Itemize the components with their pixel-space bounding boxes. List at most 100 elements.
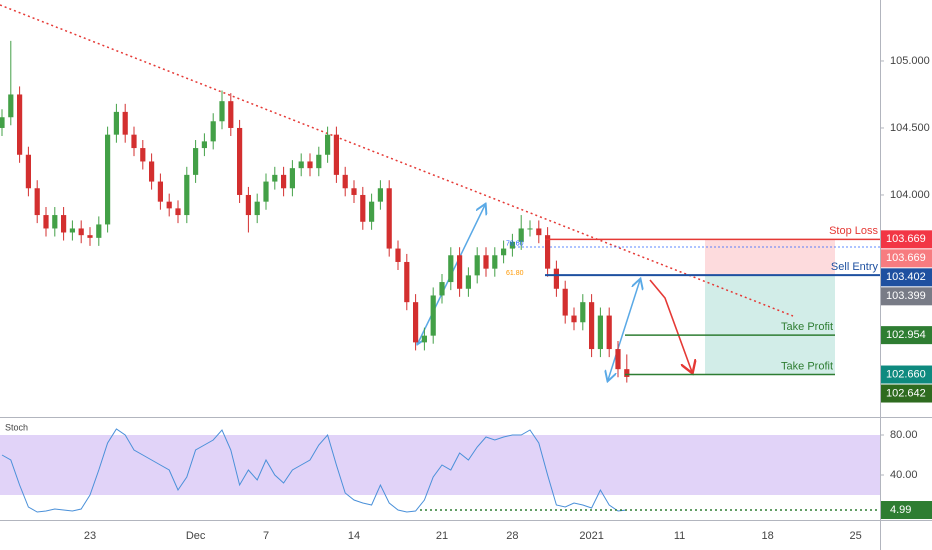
- y-tick-label: 104.000: [890, 189, 930, 201]
- candle-body: [175, 208, 181, 216]
- candle-body: [43, 215, 49, 229]
- candle-body: [219, 101, 225, 122]
- candle-body: [96, 224, 102, 238]
- x-tick-label: 14: [348, 530, 360, 542]
- candle-body: [245, 194, 251, 216]
- candle-body: [254, 201, 260, 216]
- candle-body: [263, 181, 269, 202]
- candle-body: [589, 302, 595, 350]
- candle-body: [281, 174, 287, 189]
- fib-label: 78.60: [506, 241, 524, 248]
- candle-body: [289, 168, 295, 189]
- candle-body: [210, 121, 216, 142]
- projection-arrow: [608, 280, 640, 380]
- price-label: 103.399: [886, 290, 926, 302]
- reward-zone: [705, 275, 835, 375]
- candle-body: [272, 174, 278, 182]
- y-tick-label: 80.00: [890, 429, 918, 441]
- candle-body: [325, 134, 331, 155]
- level-label: Take Profit: [781, 321, 833, 333]
- candle-body: [413, 302, 419, 343]
- candle-body: [545, 235, 551, 269]
- price-label-box: [881, 365, 932, 384]
- candle-body: [87, 235, 93, 238]
- price-label-box: [881, 384, 932, 403]
- x-tick-label: 25: [849, 530, 861, 542]
- candle-body: [333, 134, 339, 175]
- candle-body: [553, 268, 559, 289]
- fib-label: 61.80: [506, 270, 524, 277]
- candle-body: [597, 315, 603, 350]
- candle-body: [69, 228, 75, 233]
- candle-body: [360, 194, 366, 222]
- candle-body: [351, 188, 357, 195]
- candle-body: [237, 127, 243, 195]
- y-tick-label: 105.000: [890, 55, 930, 67]
- candle-body: [509, 241, 515, 249]
- price-label: 102.954: [886, 329, 926, 341]
- candle-body: [17, 94, 23, 155]
- candle-body: [122, 111, 128, 135]
- candle-body: [113, 111, 119, 135]
- candle-body: [395, 248, 401, 262]
- candle-body: [342, 174, 348, 189]
- indicator-title: Stoch: [5, 422, 28, 432]
- x-tick-label: 2021: [579, 530, 603, 542]
- candle-body: [0, 117, 5, 128]
- price-label-box: [881, 249, 932, 268]
- candle-body: [34, 188, 40, 216]
- level-label: Take Profit: [781, 360, 833, 372]
- candle-body: [527, 228, 533, 230]
- candle-body: [474, 255, 480, 276]
- candle-body: [166, 201, 172, 209]
- candle-body: [465, 275, 471, 289]
- x-tick-label: 28: [506, 530, 518, 542]
- candle-body: [52, 215, 58, 229]
- candle-body: [439, 282, 445, 296]
- x-tick-label: 18: [761, 530, 773, 542]
- candle-body: [562, 288, 568, 316]
- projection-arrow: [649, 279, 692, 372]
- candle-body: [228, 101, 234, 128]
- price-label: 103.669: [886, 252, 926, 264]
- candle-body: [369, 201, 375, 222]
- candle-body: [404, 261, 410, 303]
- stoch-band: [0, 435, 880, 495]
- y-tick-label: 104.500: [890, 122, 930, 134]
- candle-body: [131, 134, 137, 149]
- trend-line: [0, 4, 794, 317]
- stoch-label: 4.99: [890, 504, 911, 516]
- candle-body: [157, 181, 163, 202]
- price-label-box: [881, 326, 932, 345]
- candle-body: [457, 255, 463, 289]
- candle-body: [518, 228, 524, 242]
- level-label: Sell Entry: [831, 261, 879, 273]
- y-tick-label: 40.00: [890, 469, 918, 481]
- candle-body: [492, 255, 498, 269]
- stoch-line: [1, 428, 627, 513]
- candle-body: [8, 94, 14, 118]
- candle-body: [78, 228, 84, 236]
- candle-body: [624, 369, 630, 377]
- candle-body: [536, 228, 542, 236]
- price-label-box: [881, 230, 932, 249]
- candle-body: [430, 295, 436, 336]
- price-label: 103.402: [886, 271, 926, 283]
- price-label: 102.660: [886, 368, 926, 380]
- candle-body: [386, 188, 392, 249]
- x-tick-label: Dec: [186, 530, 206, 542]
- candle-body: [105, 134, 111, 225]
- candle-body: [606, 315, 612, 350]
- candle-body: [298, 161, 304, 169]
- candle-body: [316, 154, 322, 169]
- candle-body: [201, 141, 207, 149]
- price-label: 102.642: [886, 387, 926, 399]
- candle-body: [421, 335, 427, 343]
- candle-body: [140, 148, 146, 162]
- candle-body: [149, 161, 155, 182]
- candle-body: [184, 174, 190, 216]
- x-tick-label: 23: [84, 530, 96, 542]
- candle-body: [61, 215, 67, 233]
- candle-body: [448, 255, 454, 283]
